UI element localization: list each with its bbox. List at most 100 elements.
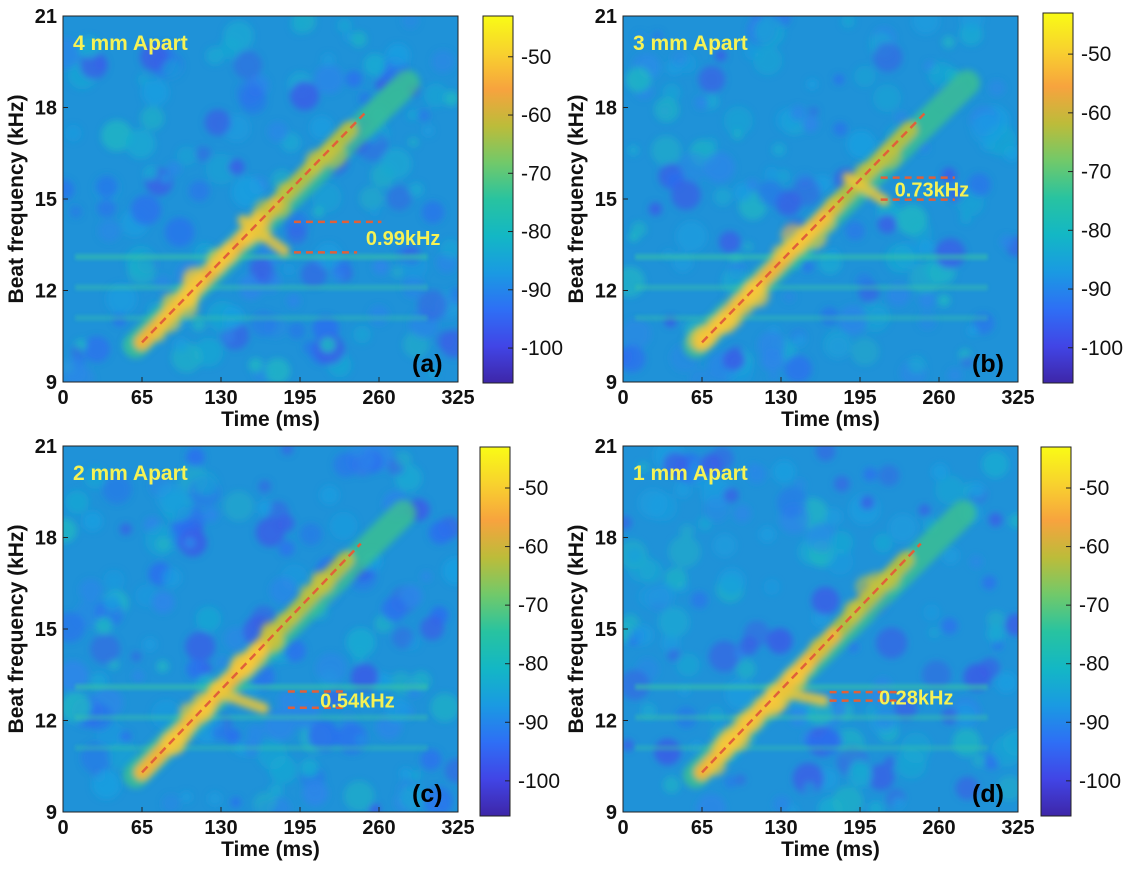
- panel-label: (a): [412, 350, 443, 378]
- panel-a: 4 mm Apart 0.99kHz (a) 0 65 130 195 260 325 9 12 15…: [5, 6, 563, 431]
- panel-b: 3 mm Apart 0.73kHz (b) 0 65 130 195 260 325 9 12 15…: [565, 6, 1123, 431]
- echo-trace: [773, 686, 830, 707]
- x-axis-label: Time (ms): [781, 838, 880, 861]
- colorbar: [479, 446, 511, 817]
- colorbar-tick-label: -70: [521, 162, 551, 185]
- colorbar-tick-label: -50: [1081, 43, 1111, 66]
- colorbar: [1040, 446, 1072, 817]
- colorbar: [482, 15, 514, 384]
- x-tick-label: 195: [843, 817, 876, 839]
- y-tick-label: 15: [35, 619, 57, 641]
- signal-layer: [75, 70, 428, 359]
- horizontal-bands: [635, 253, 988, 321]
- colorbar-tick-label: -90: [1081, 278, 1111, 301]
- colorbar-tick-label: -60: [518, 536, 548, 559]
- colorbar-tick-label: -90: [1079, 711, 1109, 734]
- frequency-split-label: 0.28kHz: [879, 687, 954, 709]
- horizontal-bands: [75, 253, 428, 321]
- x-tick-label: 260: [922, 817, 955, 839]
- y-axis-label: Beat frequency (kHz): [5, 95, 28, 304]
- colorbar: [1042, 12, 1074, 384]
- panel-c: 2 mm Apart 0.54kHz (c) 0 65 130 195 260 325 9 12 15…: [5, 436, 560, 861]
- colorbar-tick-label: -80: [521, 221, 551, 244]
- sweep-fit-line: [141, 542, 362, 774]
- x-tick-label: 65: [131, 387, 153, 409]
- y-tick-label: 18: [595, 528, 617, 550]
- y-tick-label: 21: [35, 436, 57, 458]
- echo-trace: [842, 172, 890, 207]
- y-tick-label: 15: [595, 189, 617, 211]
- y-tick-label: 18: [35, 98, 57, 120]
- colorbar-tick-label: -90: [521, 279, 551, 302]
- y-tick-label: 12: [35, 281, 57, 303]
- signal-layer: [635, 70, 988, 359]
- x-tick-label: 130: [764, 817, 797, 839]
- x-axis-label: Time (ms): [781, 408, 880, 431]
- sweep-fit-line: [701, 542, 922, 774]
- colorbar-tick-label: -60: [521, 104, 551, 127]
- colorbar-tick-label: -80: [1081, 219, 1111, 242]
- y-tick-label: 18: [35, 528, 57, 550]
- panel-label: (b): [972, 350, 1004, 378]
- x-tick-label: 325: [441, 817, 474, 839]
- x-tick-label: 260: [922, 387, 955, 409]
- y-tick-label: 12: [595, 711, 617, 733]
- signal-layer: [635, 500, 988, 789]
- x-axis-label: Time (ms): [221, 408, 320, 431]
- x-tick-label: 195: [283, 817, 316, 839]
- sweep-fit-line: [701, 112, 926, 344]
- y-tick-label: 18: [595, 98, 617, 120]
- y-tick-label: 9: [606, 802, 617, 824]
- x-tick-label: 130: [204, 387, 237, 409]
- colorbar-tick-label: -100: [518, 770, 560, 793]
- colorbar-tick-label: -70: [1079, 594, 1109, 617]
- y-axis-label: Beat frequency (kHz): [565, 95, 588, 304]
- panel-title: 1 mm Apart: [633, 462, 748, 485]
- y-tick-label: 9: [606, 372, 617, 394]
- sweep-fit-line: [141, 112, 366, 344]
- colorbar-tick-label: -50: [1079, 477, 1109, 500]
- x-tick-label: 0: [57, 387, 68, 409]
- x-tick-label: 130: [204, 817, 237, 839]
- horizontal-bands: [75, 683, 428, 751]
- colorbar-tick-label: -50: [521, 46, 551, 69]
- x-tick-label: 65: [691, 817, 713, 839]
- y-tick-label: 21: [595, 436, 617, 458]
- x-tick-label: 0: [57, 817, 68, 839]
- horizontal-bands: [635, 683, 988, 751]
- signal-layer: [75, 500, 428, 789]
- y-axis-label: Beat frequency (kHz): [5, 525, 28, 734]
- colorbar-tick-label: -80: [1079, 653, 1109, 676]
- frequency-split-label: 0.73kHz: [895, 180, 970, 202]
- colorbar-tick-label: -100: [521, 337, 563, 360]
- echo-trace: [237, 214, 290, 257]
- panel-label: (d): [972, 780, 1004, 808]
- y-tick-label: 9: [46, 372, 57, 394]
- colorbar-tick-label: -90: [518, 711, 548, 734]
- frequency-split-label: 0.99kHz: [366, 228, 441, 250]
- colorbar-tick-label: -100: [1081, 337, 1123, 360]
- colorbar-tick-label: -70: [1081, 161, 1111, 184]
- x-tick-label: 65: [131, 817, 153, 839]
- x-tick-label: 0: [617, 387, 628, 409]
- frequency-split-label: 0.54kHz: [320, 691, 395, 713]
- echo-trace: [215, 687, 270, 714]
- panel-title: 4 mm Apart: [73, 32, 188, 55]
- panel-title: 3 mm Apart: [633, 32, 748, 55]
- x-tick-label: 325: [441, 387, 474, 409]
- x-tick-label: 260: [362, 387, 395, 409]
- y-tick-label: 15: [595, 619, 617, 641]
- y-tick-label: 12: [35, 711, 57, 733]
- y-tick-label: 21: [35, 6, 57, 28]
- y-axis-label: Beat frequency (kHz): [565, 525, 588, 734]
- x-tick-label: 195: [283, 387, 316, 409]
- x-tick-label: 325: [1001, 817, 1034, 839]
- panel-label: (c): [412, 780, 443, 808]
- colorbar-tick-label: -100: [1079, 770, 1121, 793]
- x-axis-label: Time (ms): [221, 838, 320, 861]
- colorbar-tick-label: -60: [1081, 102, 1111, 125]
- x-tick-label: 130: [764, 387, 797, 409]
- colorbar-tick-label: -50: [518, 477, 548, 500]
- x-tick-label: 325: [1001, 387, 1034, 409]
